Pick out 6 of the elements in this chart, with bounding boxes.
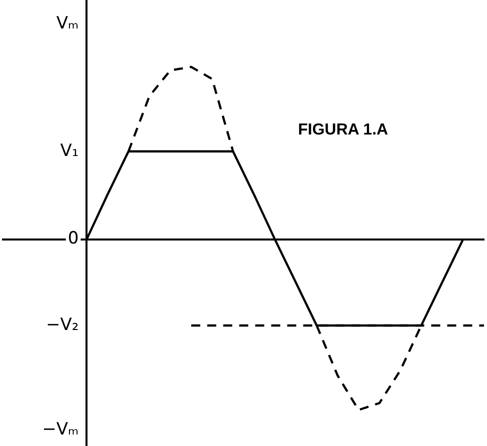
text: Vₘ	[56, 13, 79, 34]
annotation: 0	[68, 228, 79, 249]
annotation: FIGURA 1.A	[298, 121, 389, 138]
annotation: V₁	[60, 140, 79, 161]
text: −Vₘ	[42, 419, 79, 440]
annotation: −V₂	[46, 314, 79, 335]
